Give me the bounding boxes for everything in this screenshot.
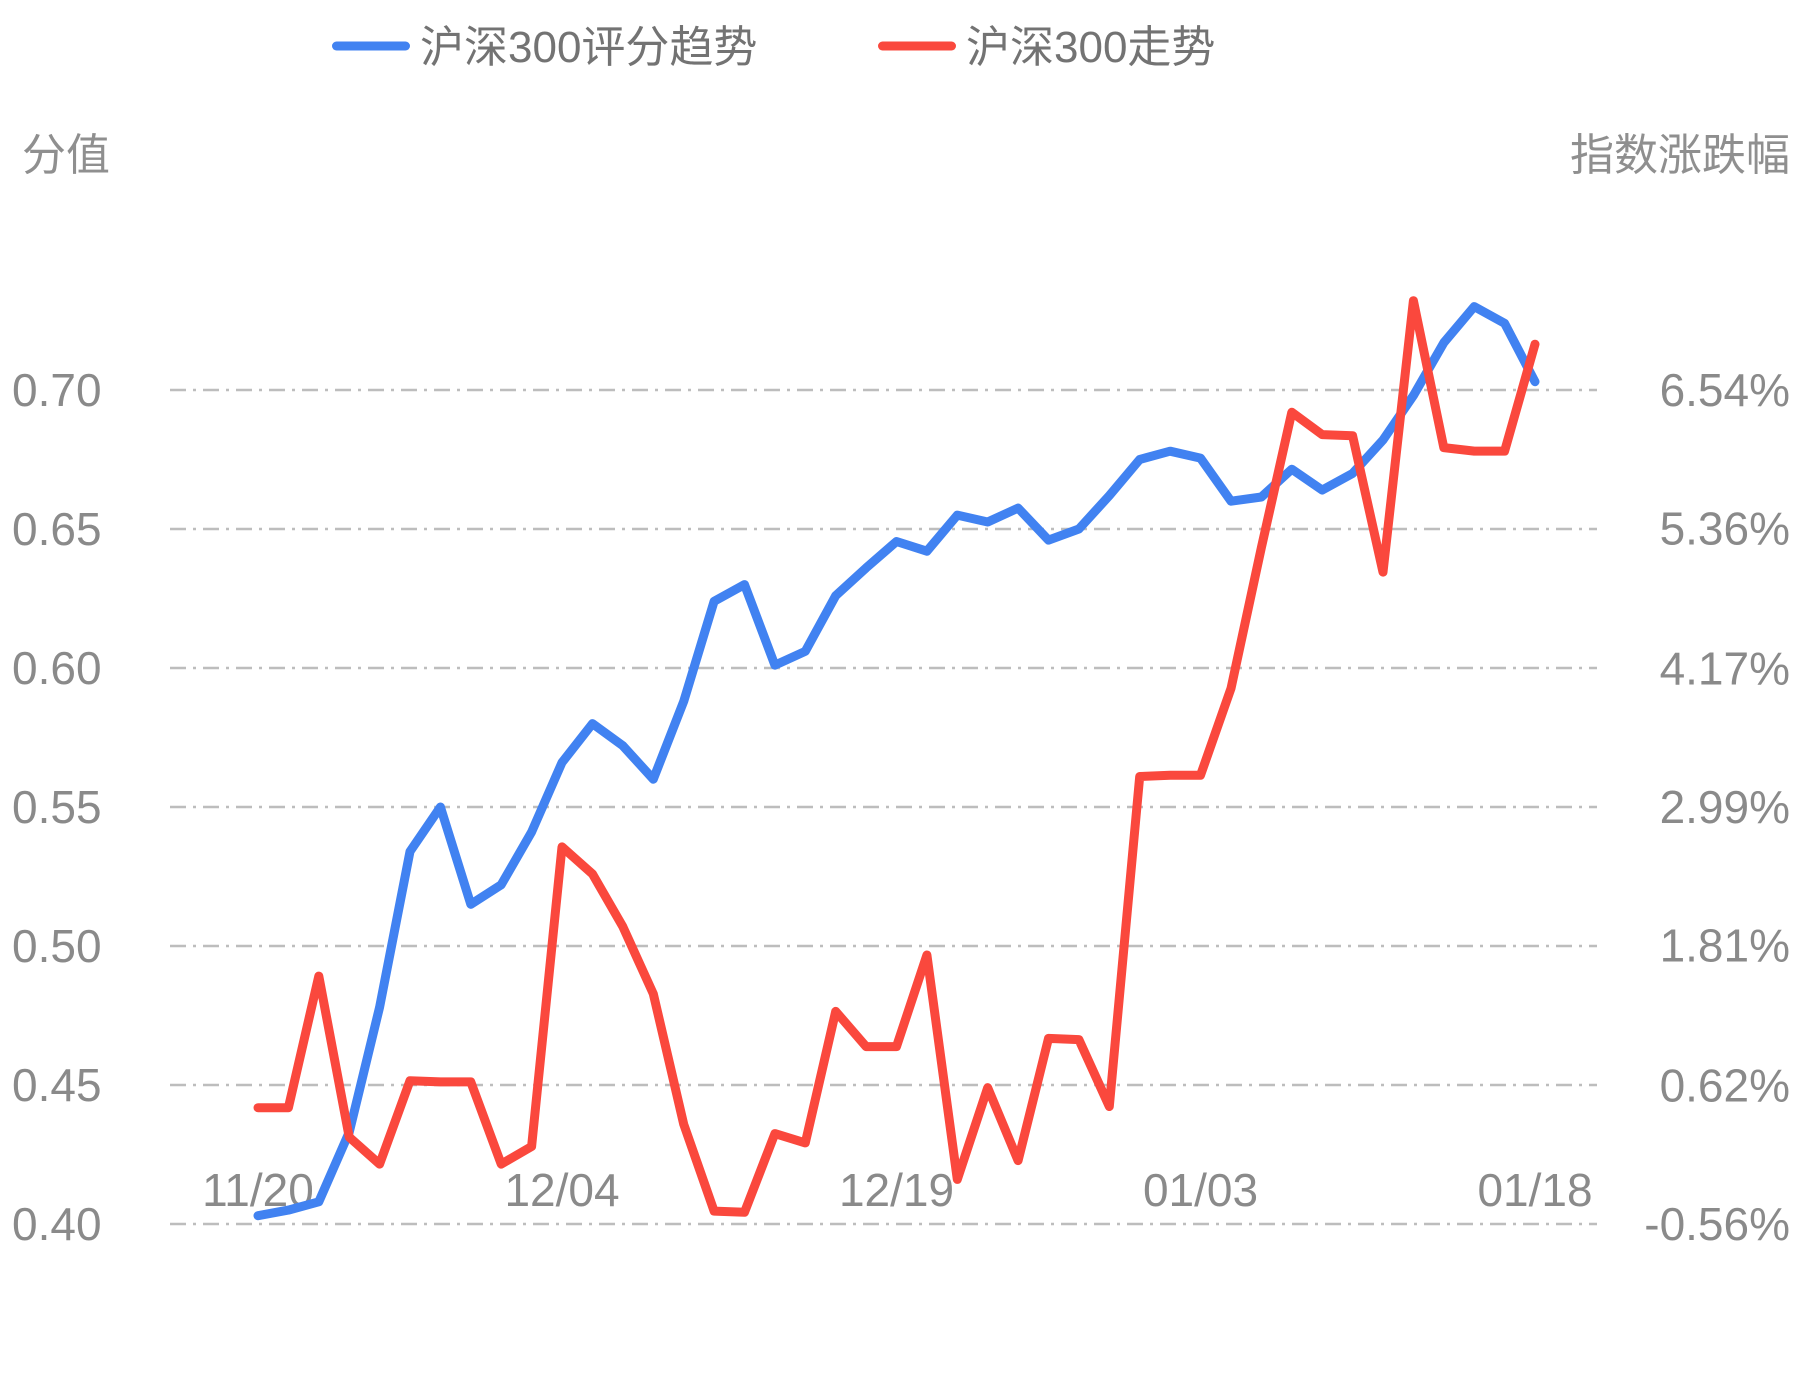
right-axis-tick-label: -0.56%: [1644, 1198, 1790, 1250]
left-axis-tick-label: 0.40: [12, 1198, 102, 1250]
legend-line-swatch-blue: [332, 41, 410, 51]
x-axis-tick-label: 01/03: [1143, 1164, 1258, 1216]
right-axis-tick-label: 6.54%: [1660, 364, 1790, 416]
legend-label: 沪深300评分趋势: [420, 23, 757, 72]
legend-item-index-trend[interactable]: 沪深300走势: [878, 23, 1215, 72]
x-axis-tick-labels: 11/20 12/04 12/19 01/03 01/18: [202, 1164, 1592, 1216]
right-axis-tick-label: 5.36%: [1660, 503, 1790, 555]
score-trend-line: [253, 302, 1540, 1221]
x-axis-tick-label: 12/04: [504, 1164, 619, 1216]
right-axis-tick-labels: -0.56% 0.62% 1.81% 2.99% 4.17% 5.36% 6.54%: [1644, 364, 1790, 1250]
left-axis-tick-label: 0.45: [12, 1059, 102, 1111]
left-axis-title: 分值: [22, 131, 110, 180]
gridlines: [170, 388, 1597, 1226]
legend: 沪深300评分趋势 沪深300走势: [332, 23, 1215, 72]
x-axis-tick-label: 01/18: [1477, 1164, 1592, 1216]
index-change-line: [253, 296, 1540, 1217]
left-axis-tick-label: 0.50: [12, 920, 102, 972]
x-axis-tick-label: 12/19: [839, 1164, 954, 1216]
left-axis-tick-label: 0.70: [12, 364, 102, 416]
right-axis-tick-label: 2.99%: [1660, 781, 1790, 833]
right-axis-tick-label: 4.17%: [1660, 642, 1790, 694]
series-lines: [253, 296, 1540, 1221]
left-axis-tick-label: 0.55: [12, 781, 102, 833]
right-axis-tick-label: 1.81%: [1660, 920, 1790, 972]
legend-line-swatch-red: [878, 41, 956, 51]
right-axis-title: 指数涨跌幅: [1570, 131, 1790, 180]
legend-item-score-trend[interactable]: 沪深300评分趋势: [332, 23, 757, 72]
left-axis-tick-label: 0.65: [12, 503, 102, 555]
left-axis-tick-labels: 0.40 0.45 0.50 0.55 0.60 0.65 0.70: [12, 364, 102, 1250]
legend-label: 沪深300走势: [966, 23, 1215, 72]
left-axis-tick-label: 0.60: [12, 642, 102, 694]
right-axis-tick-label: 0.62%: [1660, 1059, 1790, 1111]
